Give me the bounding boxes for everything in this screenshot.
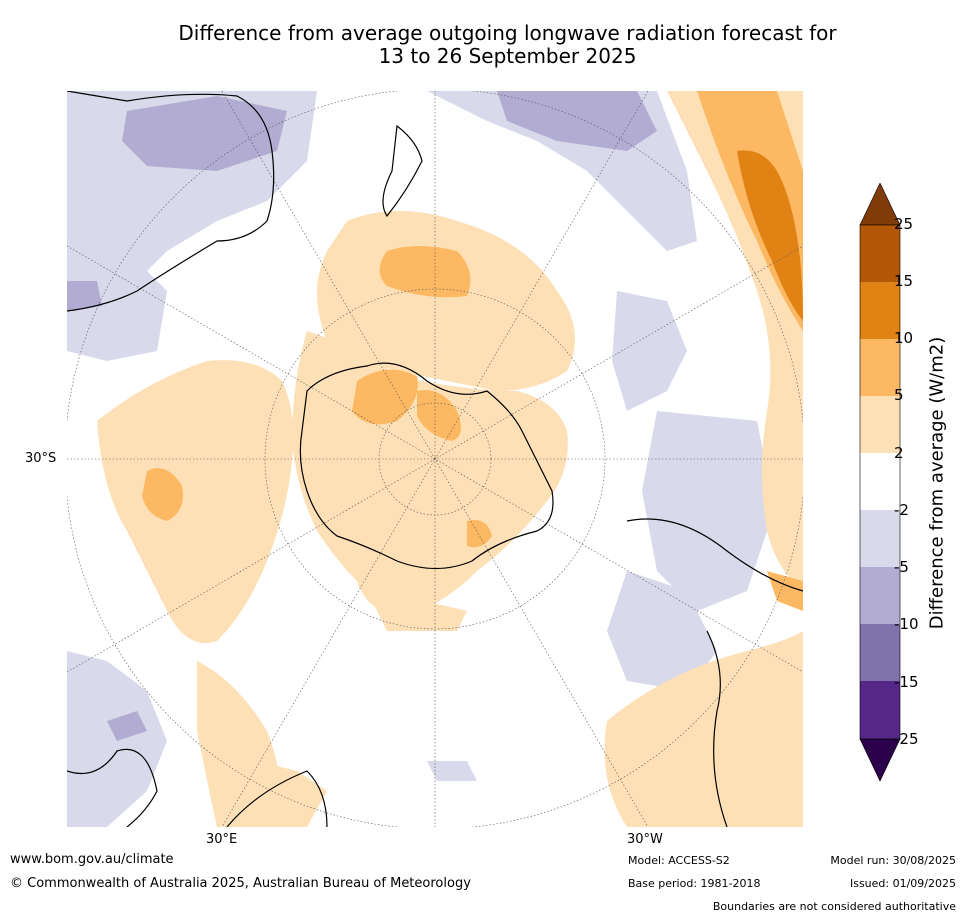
colorbar-tick-10: 10 [894, 329, 914, 347]
colorbar-tick-neg2: -2 [894, 501, 909, 519]
colorbar-tick-neg10: -10 [894, 615, 919, 633]
map-panel[interactable] [67, 91, 803, 827]
colorbar-tick-15: 15 [894, 272, 914, 290]
title-line-2: 13 to 26 September 2025 [378, 44, 637, 68]
colorbar-tick-2: 2 [894, 444, 904, 462]
footer-disclaimer: Boundaries are not considered authoritat… [712, 900, 956, 913]
title-line-1: Difference from average outgoing longwav… [178, 21, 837, 45]
footer-url[interactable]: www.bom.gov.au/climate [10, 852, 174, 867]
strong-positive-areas [737, 150, 803, 321]
lon-label-30e: 30°E [206, 832, 238, 847]
footer-model-run: Model run: 30/08/2025 [830, 854, 956, 867]
map-title: Difference from average outgoing longwav… [100, 22, 915, 68]
lat-label-30s: 30°S [25, 451, 57, 466]
colorbar-tick-neg25: -25 [894, 730, 919, 748]
lon-label-30w: 30°W [627, 832, 663, 847]
footer-base-period: Base period: 1981-2018 [628, 877, 761, 890]
colorbar-tick-neg15: -15 [894, 673, 919, 691]
anomaly-map [67, 91, 803, 827]
graticule [67, 91, 803, 827]
footer-issued: Issued: 01/09/2025 [849, 877, 956, 890]
moderate-negative-areas [67, 91, 657, 741]
colorbar [859, 183, 901, 782]
footer-model: Model: ACCESS-S2 [628, 854, 730, 867]
colorbar-tick-5: 5 [894, 386, 904, 404]
footer-copyright: © Commonwealth of Australia 2025, Austra… [10, 876, 471, 891]
colorbar-title: Difference from average (W/m2) [926, 336, 948, 630]
colorbar-tick-neg5: -5 [894, 558, 909, 576]
colorbar-tick-25: 25 [894, 215, 914, 233]
coastlines [67, 91, 803, 827]
